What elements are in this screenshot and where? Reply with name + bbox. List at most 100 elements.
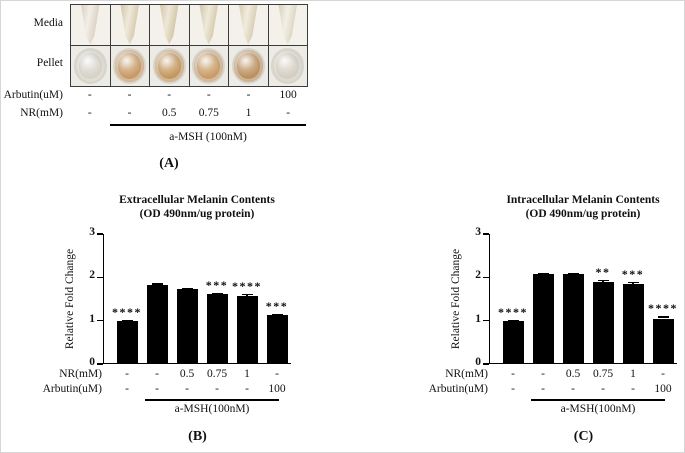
significance-stars: ****	[112, 304, 142, 319]
sample-tube	[80, 5, 100, 45]
significance-stars: ***	[621, 267, 645, 282]
treatment-value: -	[206, 89, 211, 101]
panel-a-arbutin-label: Arbutin(uM)	[3, 89, 63, 101]
y-tick-mark	[97, 233, 103, 235]
bar	[116, 320, 138, 364]
bar	[206, 294, 228, 364]
y-tick-mark	[97, 363, 103, 365]
error-bar-cap	[567, 272, 579, 274]
category-value: -	[125, 368, 129, 380]
panel-a-nr-label: NR(mM)	[20, 107, 63, 119]
pellet-well	[192, 48, 226, 84]
bar	[592, 282, 614, 364]
category-value: -	[571, 383, 575, 395]
category-value: -	[125, 383, 129, 395]
category-value: 0.5	[179, 368, 195, 380]
significance-stars: ****	[232, 278, 262, 293]
pellet-photo	[150, 46, 190, 86]
error-bar-cap	[537, 272, 549, 274]
category-value: -	[541, 368, 545, 380]
bar	[532, 273, 554, 364]
photo-grid	[70, 4, 308, 87]
error-bar-cap	[151, 283, 163, 285]
pellet-photo-row	[71, 46, 307, 86]
chart-title: Intracellular Melanin Contents	[506, 194, 660, 206]
treatment-value: -	[167, 89, 172, 101]
y-tick-mark	[483, 363, 489, 365]
category-value: -	[185, 383, 189, 395]
y-axis	[102, 234, 105, 364]
treatment-value: -	[127, 107, 132, 119]
chart-title: Extracellular Melanin Contents	[119, 194, 275, 206]
category-value: -	[275, 368, 279, 380]
bar	[236, 295, 258, 364]
y-axis-label: Relative Fold Change	[64, 248, 76, 350]
y-tick-label: 0	[89, 356, 95, 368]
bar	[562, 273, 584, 364]
error-bar-cap	[241, 293, 253, 296]
media-photo	[229, 5, 269, 45]
amsh-group-label: a-MSH (100nM)	[169, 131, 247, 143]
pellet-well	[271, 48, 305, 84]
y-tick-mark	[97, 319, 103, 322]
category-row-label: NR(mM)	[445, 368, 488, 380]
category-value: 0.5	[565, 368, 581, 380]
bar	[176, 288, 198, 364]
category-value: -	[215, 383, 219, 395]
error-bar-cap	[597, 279, 609, 282]
significance-stars: **	[595, 264, 611, 279]
pellet-photo	[268, 46, 307, 86]
y-tick-label: 2	[475, 269, 481, 282]
bar	[622, 283, 644, 364]
category-value: 1	[244, 368, 250, 380]
media-photo	[150, 5, 190, 45]
category-value: -	[631, 383, 635, 395]
significance-stars: ****	[648, 301, 678, 316]
category-row-label: Arbutin(uM)	[42, 383, 102, 395]
category-value: 0.75	[206, 368, 228, 380]
pellet-well	[152, 48, 186, 84]
media-photo	[268, 5, 307, 45]
error-bar-cap	[271, 313, 283, 316]
chart-subtitle: (OD 490nm/ug protein)	[525, 208, 641, 220]
treatment-value: -	[246, 89, 251, 101]
treatment-value: -	[127, 89, 132, 101]
amsh-group-line	[110, 124, 306, 126]
category-value: -	[661, 368, 665, 380]
significance-stars: ***	[265, 298, 289, 313]
group-line	[531, 399, 665, 401]
media-photo	[110, 5, 150, 45]
sample-tube	[199, 5, 219, 45]
category-value: -	[155, 368, 159, 380]
panel-c-letter: (C)	[573, 429, 594, 444]
panel-b-letter: (B)	[188, 429, 207, 444]
treatment-value: 0.5	[161, 107, 177, 119]
error-bar-cap	[181, 287, 193, 290]
pellet-photo	[71, 46, 111, 86]
media-photo-row	[71, 5, 307, 46]
chart-subtitle: (OD 490nm/ug protein)	[139, 208, 255, 220]
group-label: a-MSH(100nM)	[174, 403, 250, 415]
error-bar-cap	[657, 316, 669, 318]
group-line	[145, 399, 279, 401]
panel-a-letter: (A)	[159, 156, 179, 171]
y-tick-mark	[97, 276, 103, 279]
pellet-photo	[110, 46, 150, 86]
bar	[652, 318, 674, 364]
category-value: 1	[630, 368, 636, 380]
category-value: 100	[268, 383, 286, 395]
extracellular-melanin-chart: Extracellular Melanin Contents (OD 490nm…	[43, 191, 337, 452]
pellet-well	[231, 48, 265, 84]
bar	[146, 285, 168, 364]
error-bar-cap	[211, 292, 223, 295]
pellet-photo	[229, 46, 269, 86]
category-value: -	[511, 383, 515, 395]
category-value: -	[541, 383, 545, 395]
treatment-value: 0.75	[198, 107, 219, 119]
pellet-well	[73, 48, 107, 84]
error-bar-cap	[121, 319, 133, 322]
group-label: a-MSH(100nM)	[560, 403, 636, 415]
y-axis-label: Relative Fold Change	[450, 248, 462, 350]
pellet-well	[113, 48, 147, 84]
sample-tube	[120, 5, 140, 45]
